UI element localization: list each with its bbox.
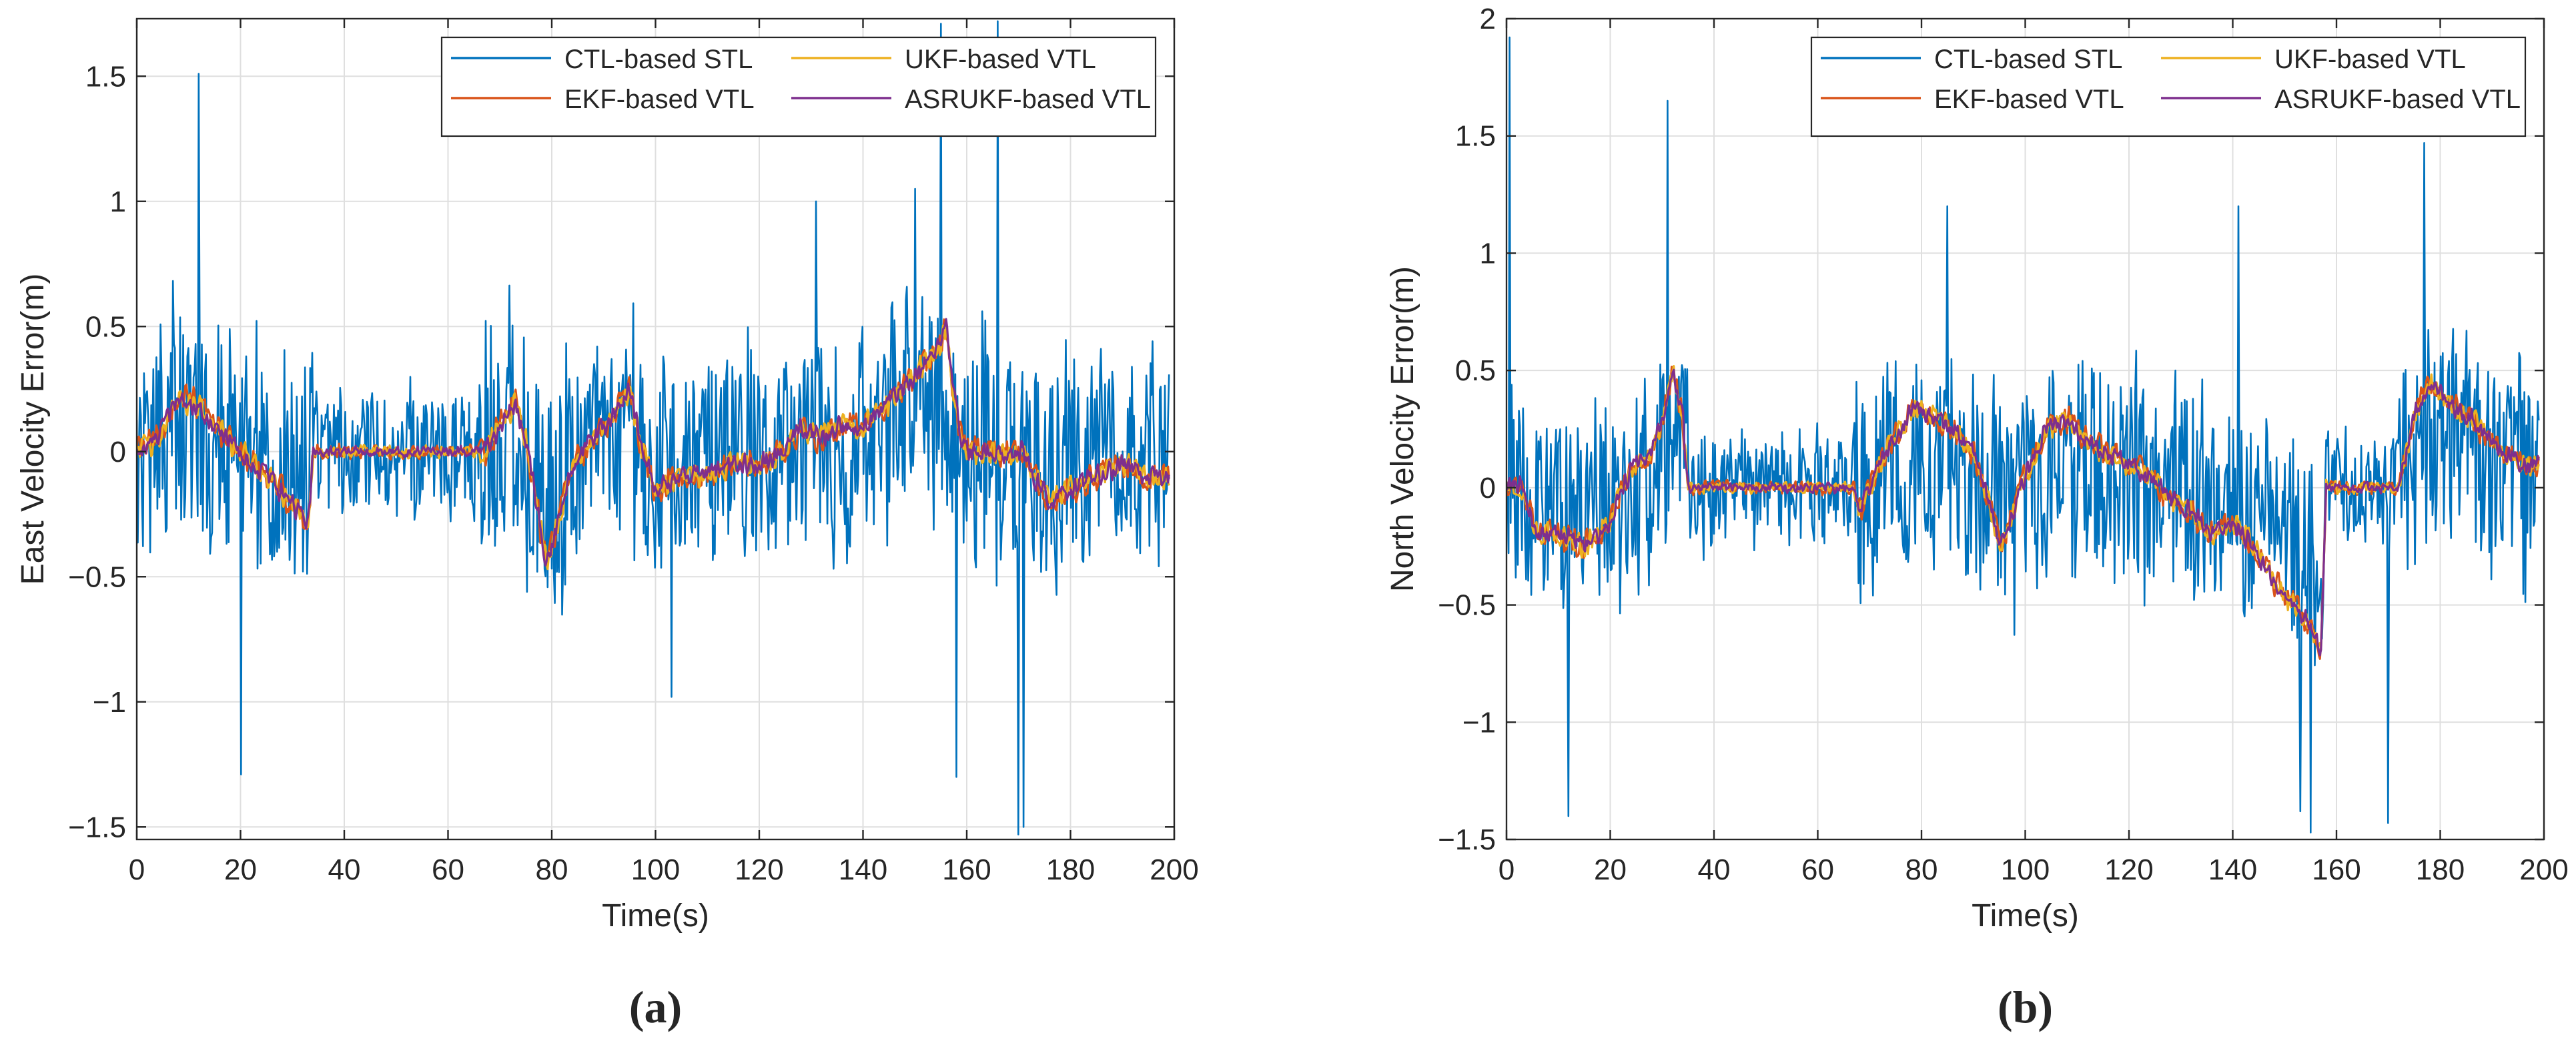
x-tick-label: 20 <box>224 853 257 886</box>
y-tick-label: 0 <box>110 436 126 468</box>
x-tick-label: 0 <box>1498 853 1515 886</box>
legend-entry: CTL-based STL <box>1934 45 2122 74</box>
legend: CTL-based STL UKF-based VTL EKF-based VTL A… <box>1810 36 2527 137</box>
x-tick-label: 120 <box>735 853 783 886</box>
y-tick-label: −1.5 <box>1438 823 1496 856</box>
series-line-ctl-based-stl <box>1507 36 2540 833</box>
legend-entry: UKF-based VTL <box>2274 45 2466 74</box>
x-tick-label: 40 <box>1698 853 1731 886</box>
legend-entry: CTL-based STL <box>564 45 753 74</box>
y-tick-label: −1.5 <box>68 811 126 843</box>
x-tick-label: 180 <box>1046 853 1095 886</box>
x-tick-label: 60 <box>432 853 464 886</box>
panel-label: (a) <box>629 982 682 1032</box>
x-tick-label: 120 <box>2104 853 2153 886</box>
chart-panel-2: 0 20 40 60 80 100 120 140 160 180 200 −1.5 −1 −0.5 0 0.… <box>1385 3 2569 1032</box>
legend-box <box>1810 36 2527 137</box>
x-axis-label: Time(s) <box>1972 898 2079 934</box>
x-tick-label: 0 <box>129 853 145 886</box>
series-line-asrukf-based-vtl <box>1507 368 2540 657</box>
x-tick-label: 160 <box>942 853 991 886</box>
series-line-asrukf-based-vtl <box>137 318 1170 567</box>
legend-entry: ASRUKF-based VTL <box>2274 85 2521 114</box>
x-tick-label: 140 <box>839 853 887 886</box>
series-group <box>137 20 1170 835</box>
y-tick-label: 0 <box>1480 472 1496 504</box>
y-tick-label: −1 <box>1462 706 1496 739</box>
x-tick-label: 80 <box>1905 853 1938 886</box>
legend-entry: EKF-based VTL <box>1934 85 2124 114</box>
x-tick-label: 100 <box>2001 853 2050 886</box>
y-tick-label: −0.5 <box>1438 589 1496 622</box>
legend-entry: EKF-based VTL <box>564 85 755 114</box>
legend-entry: ASRUKF-based VTL <box>905 85 1151 114</box>
panel-label: (b) <box>1998 982 2053 1032</box>
series-group <box>1507 36 2540 833</box>
y-tick-label: 1 <box>110 186 126 218</box>
legend-box <box>440 36 1157 137</box>
y-tick-label: 2 <box>1480 3 1496 35</box>
y-tick-label: 1.5 <box>85 60 126 93</box>
x-axis-label: Time(s) <box>602 898 709 934</box>
legend-entry: UKF-based VTL <box>905 45 1096 74</box>
x-tick-label: 100 <box>631 853 680 886</box>
y-tick-label: 0.5 <box>85 310 126 343</box>
x-tick-label: 160 <box>2312 853 2360 886</box>
y-tick-label: 1.5 <box>1455 120 1496 153</box>
y-tick-label: 0.5 <box>1455 354 1496 387</box>
x-tick-label: 80 <box>536 853 568 886</box>
chart-panel-1: 0 20 40 60 80 100 120 140 160 180 200 −1.5 −1 −0.5 0 0.… <box>15 17 1199 1032</box>
y-tick-label: 1 <box>1480 237 1496 270</box>
x-tick-label: 200 <box>1150 853 1198 886</box>
x-tick-label: 140 <box>2208 853 2257 886</box>
y-axis-label: North Velocity Error(m) <box>1385 266 1420 592</box>
y-axis-label: East Velocity Error(m) <box>15 274 51 585</box>
x-tick-label: 180 <box>2416 853 2465 886</box>
y-tick-label: −0.5 <box>68 561 126 593</box>
x-tick-label: 40 <box>328 853 361 886</box>
legend: CTL-based STL UKF-based VTL EKF-based VTL A… <box>440 36 1157 137</box>
x-tick-label: 200 <box>2519 853 2568 886</box>
x-tick-label: 20 <box>1594 853 1627 886</box>
y-tick-label: −1 <box>93 686 126 719</box>
x-tick-label: 60 <box>1801 853 1834 886</box>
